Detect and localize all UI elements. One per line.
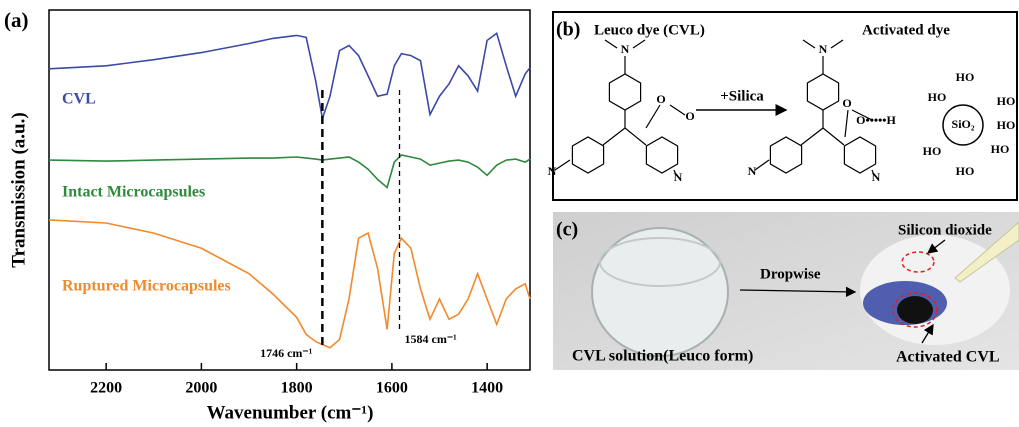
bond [822, 127, 845, 146]
bond [830, 39, 844, 49]
bond [602, 127, 626, 146]
atom-label: HO [991, 142, 1010, 156]
reaction-label: +Silica [720, 88, 764, 104]
spectrum-line [48, 31, 531, 119]
panel-label: (c) [556, 219, 578, 241]
ring [843, 136, 877, 174]
bond [673, 169, 677, 176]
beaker [591, 227, 729, 357]
structure [554, 39, 877, 176]
atom-label: O [685, 109, 694, 123]
highlight [901, 251, 935, 273]
photo-annotation: Dropwise [760, 266, 821, 282]
atom-label: O [842, 96, 851, 110]
spectrum-line [48, 219, 531, 349]
x-tick-label: 2000 [185, 380, 217, 397]
atom-label: HO [997, 94, 1016, 108]
photo-annotation: CVL solution(Leuco form) [572, 348, 753, 365]
panel-b-frame [552, 11, 1018, 201]
series-label: Ruptured Microcapsules [62, 278, 231, 295]
highlight [892, 292, 938, 328]
plot-frame [48, 9, 531, 371]
bond [645, 104, 661, 129]
y-axis-title: Transmission (a.u.) [8, 112, 29, 267]
arrow [921, 323, 934, 344]
bond [624, 127, 647, 146]
ring [571, 136, 605, 174]
pipette [954, 221, 1019, 283]
structure-title: Activated dye [862, 22, 950, 38]
bond [632, 39, 646, 49]
bond [871, 169, 875, 176]
arrow [739, 286, 857, 298]
atom-label: HO [997, 118, 1016, 132]
annotation-label: 1746 cm⁻¹ [260, 346, 313, 360]
x-tick-label: 1400 [471, 380, 503, 397]
atom-label: N [872, 170, 881, 184]
panel-label: (a) [4, 8, 29, 32]
bond [844, 109, 849, 138]
atom-label: HO [956, 164, 975, 178]
dark-center [897, 296, 933, 324]
atom-label: N [674, 170, 683, 184]
atom-label: O•••••H [856, 113, 896, 127]
bond [851, 109, 873, 121]
atom-label: HO [956, 70, 975, 84]
atom-label: N [621, 42, 630, 56]
bond [554, 159, 571, 171]
atom-label: HO [923, 144, 942, 158]
bond [669, 104, 686, 116]
x-tick-label: 1600 [376, 380, 408, 397]
x-tick-label: 2200 [90, 380, 122, 397]
silica-circle [942, 104, 984, 146]
spectrum-line [48, 154, 531, 189]
atom-label: O [656, 92, 665, 106]
x-tick-label: 1800 [281, 380, 313, 397]
panel-label: (b) [556, 19, 580, 41]
atom-label: SiO₂ [952, 117, 975, 131]
arrow [926, 239, 946, 254]
photo-annotation: Silicon dioxide [898, 222, 992, 238]
bond [800, 127, 824, 146]
series-label: Intact Microcapsules [62, 184, 205, 201]
x-axis-title: Wavenumber (cm⁻¹) [207, 402, 374, 423]
annotation-label: 1584 cm⁻¹ [405, 332, 458, 346]
bond [754, 159, 770, 171]
bond [604, 39, 618, 49]
atom-label: HO [928, 90, 947, 104]
structure-title: Leuco dye (CVL) [594, 22, 705, 38]
beaker-rim [599, 237, 721, 287]
atom-label: N [819, 42, 828, 56]
ring [645, 136, 679, 174]
atom-label: N [548, 164, 557, 178]
bond [802, 39, 816, 49]
photo-annotation: Activated CVL [896, 349, 1000, 366]
atom-label: N [748, 164, 757, 178]
ring [769, 136, 803, 174]
series-label: CVL [62, 91, 96, 108]
